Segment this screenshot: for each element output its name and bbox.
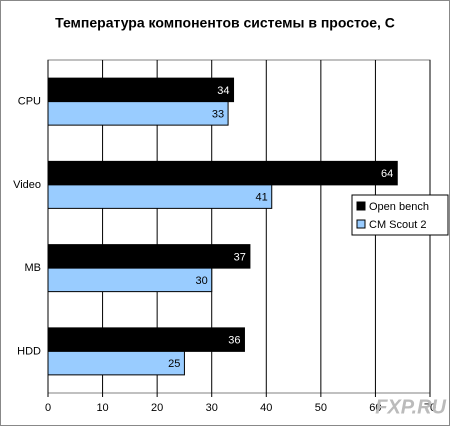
y-tick-label: Video [13, 179, 41, 191]
value-label: 41 [255, 192, 267, 204]
bar [47, 267, 213, 293]
value-label: 36 [228, 335, 240, 347]
value-label: 34 [217, 85, 229, 97]
x-tick-label: 50 [315, 402, 327, 414]
bar [47, 160, 398, 186]
y-tick-label: CPU [18, 96, 41, 108]
bar [47, 77, 235, 103]
value-label: 37 [234, 251, 246, 263]
watermark: FXP.RU [375, 396, 446, 418]
x-tick-label: 30 [206, 402, 218, 414]
value-label: 30 [195, 275, 207, 287]
x-tick-label: 20 [151, 402, 163, 414]
chart-title: Температура компонентов системы в просто… [55, 15, 395, 31]
value-label: 33 [212, 108, 224, 120]
legend: Open bench CM Scout 2 [351, 194, 449, 236]
y-tick-label: MB [25, 262, 42, 274]
value-label: 64 [381, 168, 393, 180]
y-tick-label: HDD [17, 345, 41, 357]
x-tick-label: 40 [260, 402, 272, 414]
legend-label: Open bench [369, 201, 429, 213]
x-tick-label: 60 [369, 402, 381, 414]
bar [47, 101, 229, 126]
bar [47, 350, 185, 376]
legend-box [351, 194, 449, 236]
x-tick-label: 0 [45, 402, 51, 414]
bar [47, 184, 273, 209]
x-tick-label: 10 [96, 402, 108, 414]
legend-swatch [356, 219, 366, 229]
legend-label: CM Scout 2 [369, 219, 426, 231]
bar [47, 327, 245, 352]
value-label: 25 [168, 358, 180, 370]
bar [47, 244, 251, 269]
legend-swatch [356, 201, 366, 211]
x-tick-label: 70 [424, 402, 436, 414]
